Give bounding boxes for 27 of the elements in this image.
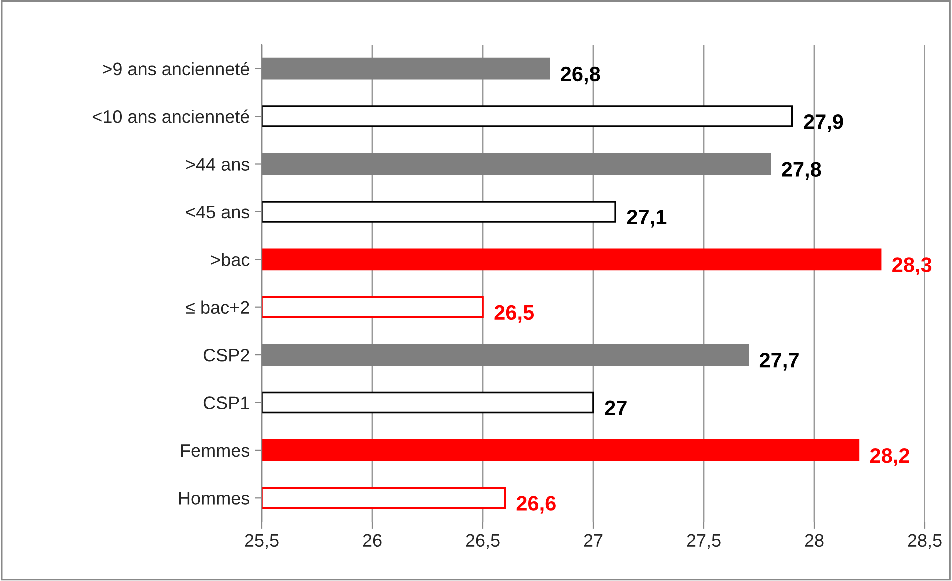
data-label: 26,8 bbox=[561, 66, 600, 85]
data-label: 27 bbox=[605, 400, 627, 416]
x-tick-label: 27,5 bbox=[687, 534, 721, 550]
x-tick-label: 28 bbox=[805, 534, 824, 548]
x-tick-label: 27 bbox=[584, 534, 603, 547]
data-label: 27,1 bbox=[627, 210, 667, 228]
y-tick-label: <45 ans bbox=[186, 206, 250, 219]
y-tick-label: <10 ans ancienneté bbox=[92, 110, 250, 124]
x-tick-label: 25,5 bbox=[245, 534, 279, 550]
y-tick-label: >44 ans bbox=[186, 158, 250, 171]
y-tick-label: >bac bbox=[211, 253, 250, 266]
data-label: 27,7 bbox=[760, 353, 799, 371]
data-label: 27,8 bbox=[782, 162, 822, 180]
y-tick-label: Femmes bbox=[181, 444, 250, 458]
data-label: 28,3 bbox=[892, 258, 932, 276]
y-tick-label: CSP2 bbox=[204, 348, 250, 362]
y-tick-label: ≤ bac+2 bbox=[186, 300, 250, 314]
data-label: 28,2 bbox=[870, 448, 910, 466]
y-tick-label: CSP1 bbox=[204, 396, 250, 410]
data-label: 27,9 bbox=[804, 114, 844, 132]
data-label: 26,5 bbox=[494, 305, 534, 324]
y-tick-label: >9 ans ancienneté bbox=[103, 62, 250, 76]
data-label: 26,6 bbox=[516, 496, 556, 514]
x-tick-label: 26,5 bbox=[466, 534, 500, 550]
x-tick-label: 28,5 bbox=[908, 534, 942, 550]
x-tick-label: 26 bbox=[363, 534, 382, 548]
y-tick-label: Hommes bbox=[179, 492, 250, 505]
